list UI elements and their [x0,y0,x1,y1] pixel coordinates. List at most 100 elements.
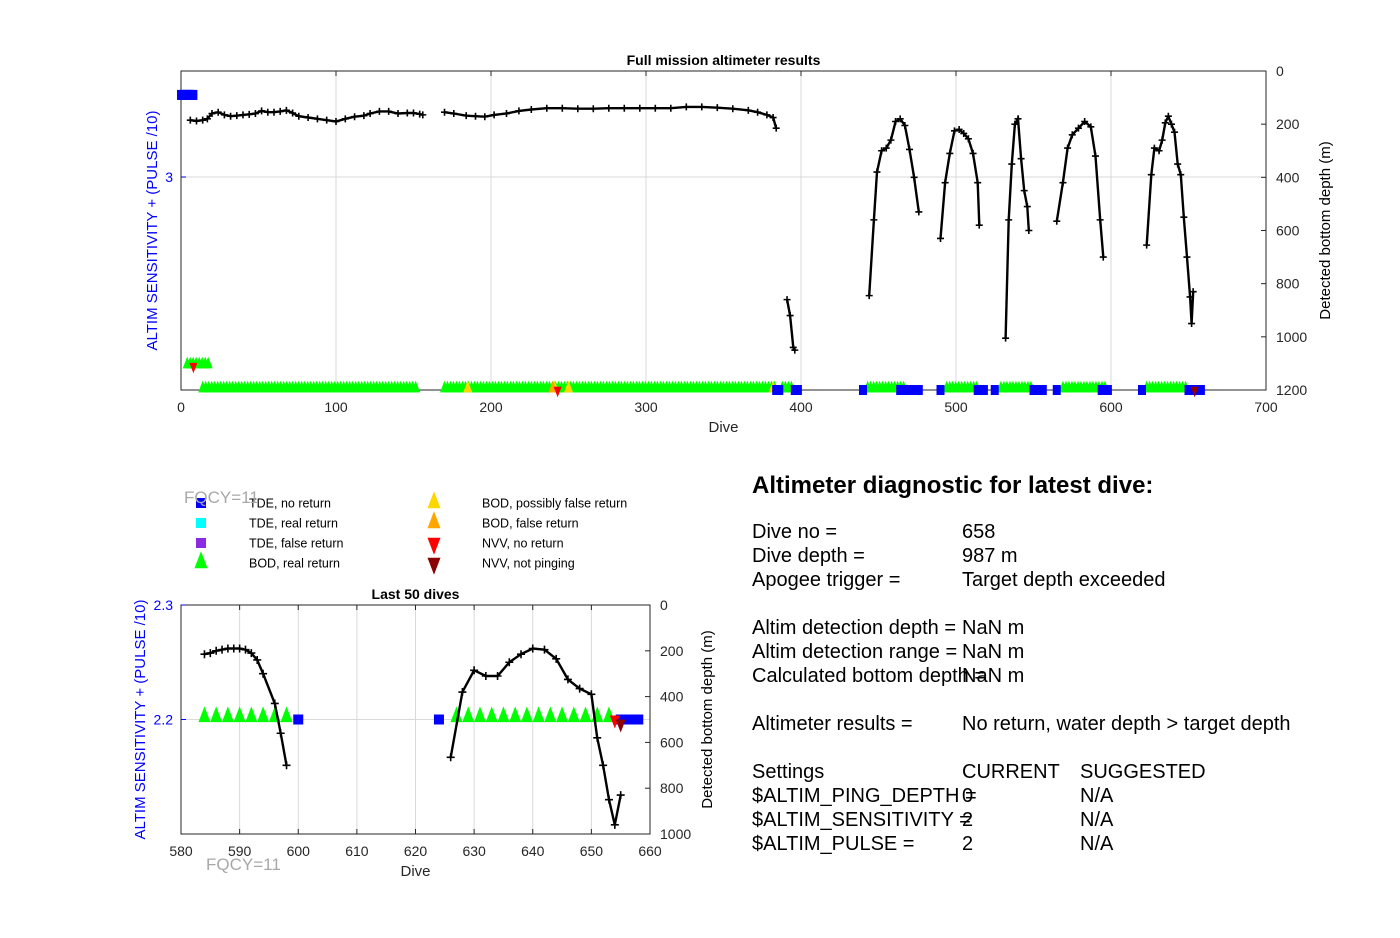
depth-series-line [939,128,981,239]
depth-point [729,105,737,113]
tde-no-return-marker [896,385,905,395]
depth-point [235,644,244,653]
depth-point [419,111,427,119]
depth-point [410,109,417,117]
depth-point [1002,334,1010,342]
depth-point [651,104,659,112]
tde-no-return-marker [1138,385,1146,395]
depth-point [186,116,194,124]
depth-point [200,650,209,659]
depth-point [193,117,200,125]
depth-point [253,655,262,664]
right-tick-label: 600 [660,734,684,750]
tde-no-return-marker [1052,385,1061,395]
depth-series-line [868,117,920,296]
depth-point [667,104,675,112]
depth-point [212,646,221,655]
depth-point [574,105,582,113]
depth-point [964,135,972,143]
legend-item: BOD, real return [194,551,340,571]
bod-real-return-marker [411,380,421,393]
tde-no-return-marker [905,385,914,395]
depth-point [1011,120,1019,128]
depth-point [870,216,878,224]
depth-point [1074,124,1082,132]
diagnostic-value: 2 [962,833,974,855]
nvv-no-return-marker [609,715,620,729]
right-tick-label: 200 [660,643,684,659]
depth-point [375,107,383,115]
tde-no-return-marker [627,714,638,725]
diagnostic-label: Apogee trigger = [752,569,901,591]
depth-point [470,666,479,675]
depth-point [1150,144,1158,152]
depth-point [258,107,266,115]
bod-real-return-group [1142,380,1191,393]
depth-point [1014,115,1022,123]
diagnostic-label: Dive no = [752,521,838,543]
chart-title: Full mission altimeter results [627,52,821,68]
left-tick-label: 2.3 [154,597,174,613]
depth-point [605,104,613,112]
depth-point [1180,213,1188,221]
tde-no-return-marker [910,385,919,395]
diagnostic-label: Calculated bottom depth = [752,665,987,687]
depth-series-line [1004,114,1030,339]
depth-series-line [785,299,796,351]
x-tick-label: 620 [404,843,428,859]
depth-point [450,110,458,118]
tde-no-return-marker [914,385,923,395]
depth-point [744,106,752,114]
x-tick-label: 630 [462,843,486,859]
depth-point [896,115,904,123]
depth-point [351,113,359,121]
depth-point [543,104,551,112]
diagnostic-suggested: N/A [1080,809,1114,831]
x-tick-label: 100 [324,399,348,415]
depth-point [1158,136,1166,144]
depth-point [563,675,572,684]
bod-real-return-group [198,380,421,393]
x-tick-label: 600 [1099,399,1123,415]
depth-point [946,149,954,157]
depth-point [214,108,222,116]
depth-point [1068,131,1076,139]
depth-point [1186,293,1194,301]
depth-point [915,208,923,216]
depth-point [575,684,584,693]
diagnostic-value: 2 [962,809,974,831]
right-tick-label: 800 [660,780,684,796]
diagnostic-suggested: SUGGESTED [1080,761,1206,783]
right-tick-label: 600 [1276,223,1300,239]
diagnostic-value: 0 [962,785,974,807]
x-tick-label: 500 [944,399,968,415]
x-tick-label: 0 [177,399,185,415]
depth-point [1092,152,1099,160]
diagnostic-label: Settings [752,761,825,783]
right-axis-label: Detected bottom depth (m) [699,630,716,808]
right-tick-label: 400 [1276,169,1300,185]
depth-point [873,168,881,176]
depth-point [270,699,279,708]
depth-point [682,103,690,111]
depth-point [282,761,291,770]
depth-point [227,112,235,120]
tde-no-return-marker [433,714,444,725]
tde-no-return-marker [621,714,632,725]
depth-point [239,111,247,119]
tde-no-return-marker [633,714,644,725]
legend-item: TDE, false return [196,537,344,551]
bod-real-return-marker [210,706,223,723]
bod-real-return-marker [233,706,246,723]
nvv-not-pinging-marker [1190,386,1199,398]
depth-point [540,645,549,654]
depth-point [610,820,619,829]
legend-label: TDE, no return [249,497,331,511]
depth-point [955,125,963,133]
legend-triangle-up-icon [427,491,441,509]
depth-point [481,671,490,680]
left-axis-label: ALTIM SENSITIVITY + (PULSE /10) [132,600,149,840]
depth-point [394,110,402,118]
depth-point [472,112,479,120]
depth-series-line [1055,119,1105,258]
